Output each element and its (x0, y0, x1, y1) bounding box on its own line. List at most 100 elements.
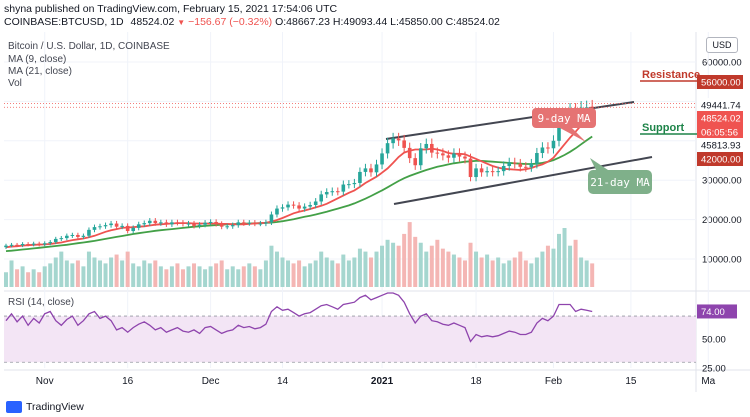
volume-bar (346, 260, 351, 287)
volume-bar (407, 222, 412, 287)
ma9-legend[interactable]: MA (9, close) (8, 54, 67, 65)
volume-bar (297, 260, 302, 287)
candle-body (37, 243, 41, 245)
candle-body (446, 155, 451, 158)
volume-bar (197, 266, 202, 287)
volume-bar (142, 260, 147, 287)
volume-bar (534, 257, 539, 287)
volume-bar (396, 245, 401, 287)
volume-bar (86, 251, 91, 287)
volume-bar (573, 239, 578, 287)
ma9-callout-pointer (560, 128, 586, 142)
candle-body (280, 207, 285, 209)
volume-bar (529, 263, 534, 287)
volume-bar (120, 260, 125, 287)
candle-body (109, 223, 113, 226)
candle-body (247, 222, 252, 224)
candle-body (352, 182, 357, 185)
volume-bar (280, 257, 285, 287)
candle-body (418, 148, 423, 166)
volume-bar (385, 239, 390, 287)
ma21-legend[interactable]: MA (21, close) (8, 66, 72, 77)
candle-body (507, 162, 512, 167)
volume-bar (186, 266, 191, 287)
low-price-tag-label: 45813.93 (701, 141, 741, 152)
rsi-value-tag-label: 74.00 (701, 307, 725, 318)
candle-body (424, 143, 429, 149)
volume-bar (501, 263, 506, 287)
tradingview-logo[interactable]: TradingView (6, 401, 84, 413)
candle-body (430, 143, 434, 153)
volume-bar (31, 269, 36, 287)
volume-bar (180, 269, 185, 287)
volume-bar (169, 266, 174, 287)
volume-bar (164, 269, 169, 287)
candle-body (15, 244, 19, 246)
candle-body (319, 194, 324, 202)
candle-body (26, 244, 30, 246)
high-value: H:49093.44 (332, 16, 388, 28)
candle-body (9, 244, 14, 246)
candle-body (136, 224, 141, 228)
candle-body (114, 223, 119, 227)
volume-bar (474, 251, 479, 287)
volume-bar (357, 248, 362, 287)
volume-bar (125, 251, 130, 287)
volume-bar (330, 260, 335, 287)
volume-bar (413, 236, 418, 287)
vol-legend[interactable]: Vol (8, 78, 22, 89)
time-tick-label: Feb (545, 376, 563, 387)
volume-bar (109, 257, 114, 287)
price-tick-label: 60000.00 (702, 58, 742, 69)
volume-bar (208, 266, 213, 287)
candle-body (65, 235, 69, 239)
volume-bar (158, 266, 163, 287)
volume-bar (302, 266, 307, 287)
low-value: L:45850.00 (390, 16, 443, 28)
volume-bar (153, 260, 158, 287)
time-tick-label: Dec (202, 376, 220, 387)
candle-body (175, 222, 180, 224)
volume-bar (435, 239, 440, 287)
rsi-legend[interactable]: RSI (14, close) (8, 297, 75, 308)
volume-bar (512, 257, 517, 287)
candle-body (551, 140, 556, 149)
candle-body (81, 235, 86, 237)
ma9-callout-label: 9-day MA (538, 112, 591, 125)
volume-bar (147, 263, 152, 287)
time-tick-label: 18 (470, 376, 482, 387)
currency-button[interactable]: USD (706, 37, 738, 53)
volume-bar (258, 269, 263, 287)
candle-body (98, 226, 102, 228)
candle-body (396, 138, 401, 141)
publish-info: shyna published on TradingView.com, Febr… (4, 3, 338, 15)
candle-body (236, 222, 241, 226)
candle-body (330, 191, 335, 193)
candle-body (219, 223, 224, 227)
volume-bar (462, 260, 467, 287)
countdown-tag (697, 125, 743, 139)
candle-body (208, 221, 213, 223)
candle-body (186, 223, 191, 225)
price-tick-label: 20000.00 (702, 215, 742, 226)
ma9-callout-box (532, 108, 596, 128)
tradingview-label: TradingView (26, 401, 84, 413)
volume-bar (368, 257, 373, 287)
volume-bar (584, 260, 589, 287)
volume-bar (429, 245, 434, 287)
candle-body (402, 140, 406, 148)
tradingview-icon (6, 401, 22, 413)
volume-bar (20, 266, 25, 287)
candle-body (413, 158, 418, 166)
ma21-line (5, 135, 593, 252)
rsi-line (5, 292, 593, 343)
candle-body (48, 242, 53, 244)
candle-body (524, 166, 528, 168)
candle-body (385, 143, 390, 154)
candle-body (529, 163, 534, 168)
time-tick-label: 2021 (371, 376, 394, 387)
change: −156.67 (−0.32%) (188, 16, 273, 28)
volume-bar (81, 266, 86, 287)
volume-bar (374, 251, 379, 287)
volume-bar (579, 257, 584, 287)
